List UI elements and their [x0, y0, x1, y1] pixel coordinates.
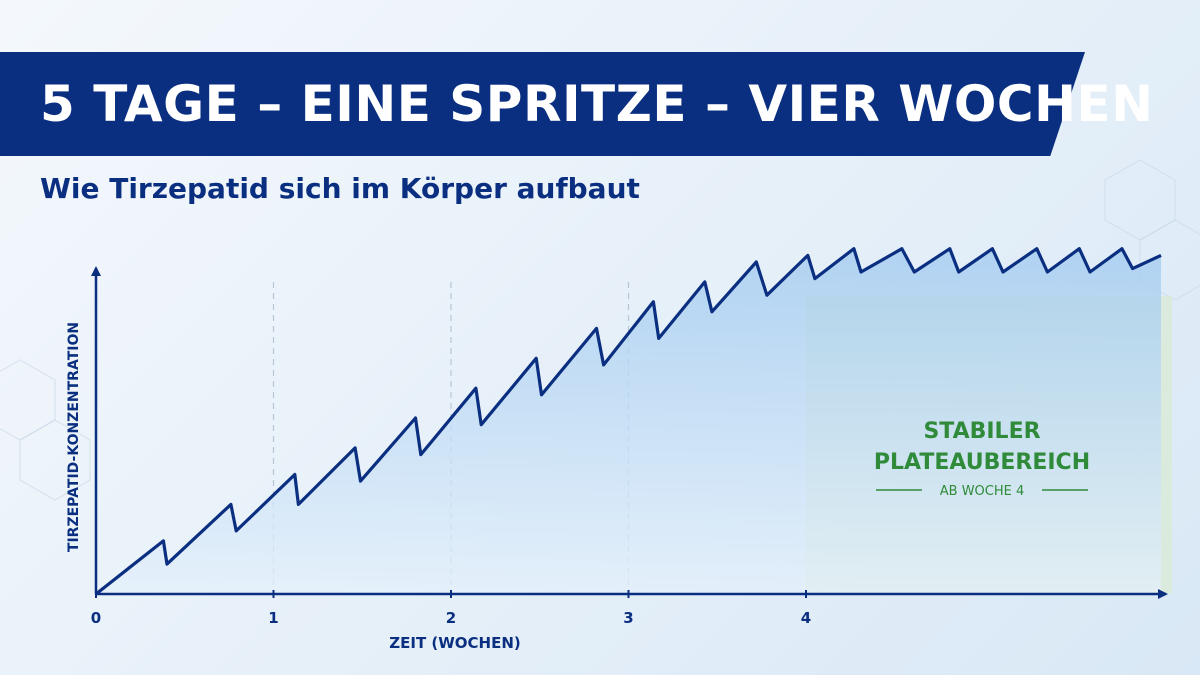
- x-tick-label: 1: [268, 609, 278, 627]
- plateau-label-line: STABILER: [923, 419, 1040, 444]
- concentration-area: [96, 248, 1161, 594]
- x-tick-label: 4: [801, 609, 811, 627]
- x-tick-label: 0: [91, 609, 101, 627]
- x-tick-label: 2: [446, 609, 456, 627]
- page-title: 5 TAGE – EINE SPRITZE – VIER WOCHEN: [40, 75, 1154, 133]
- page-subtitle: Wie Tirzepatid sich im Körper aufbaut: [40, 172, 640, 205]
- plateau-sublabel: AB WOCHE 4: [940, 484, 1025, 499]
- x-axis-label: ZEIT (WOCHEN): [389, 634, 521, 652]
- x-tick-label: 3: [623, 609, 633, 627]
- y-axis-label: TIRZEPATID-KONZENTRATION: [66, 322, 82, 552]
- concentration-line: [95, 247, 1162, 596]
- plateau-label-line: PLATEAUBEREICH: [874, 450, 1090, 475]
- title-banner: [0, 52, 1085, 156]
